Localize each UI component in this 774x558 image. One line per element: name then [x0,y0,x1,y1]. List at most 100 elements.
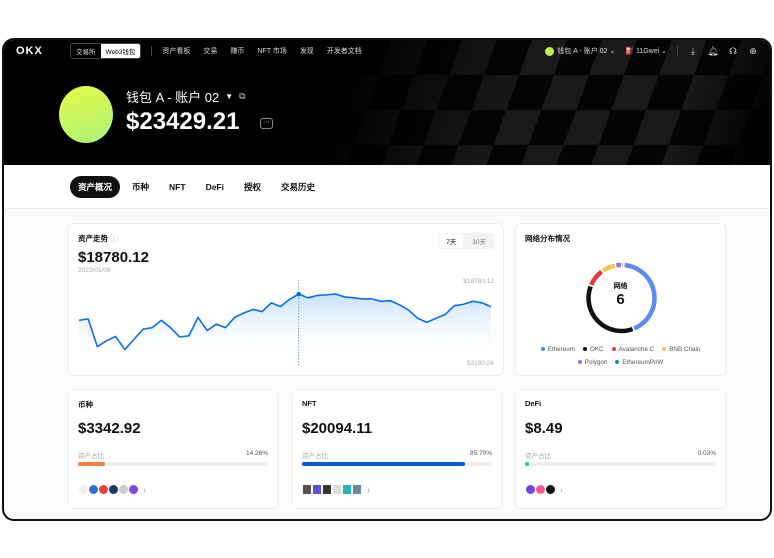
tab-nft[interactable]: NFT [169,181,186,192]
app-window: OKX 交易所 Web3钱包 资产看板 交易 赚币 NFT 市场 发现 开发者文… [2,38,772,521]
legend-label: Polygon [584,359,608,366]
range-30d[interactable]: 30天 [472,239,486,246]
asset-icons[interactable]: › [525,484,563,495]
top-nav: OKX 交易所 Web3钱包 资产看板 交易 赚币 NFT 市场 发现 开发者文… [4,40,770,62]
donut-slice-ethereum[interactable] [624,262,657,331]
wallet-avatar [59,86,113,143]
card-value: $20094.11 [302,420,373,437]
asset-icon [312,484,322,495]
ratio-bar [302,462,492,466]
chevron-right-icon[interactable]: › [367,484,370,495]
nav-nft-market[interactable]: NFT 市场 [257,48,287,55]
divider [677,46,678,56]
tokens-summary-card[interactable]: 币种 $3342.92 资产占比 14.26% › [68,389,278,509]
legend-label: EthereumPoW [622,359,664,366]
legend-dot [582,347,587,352]
asset-trend-card: 资产走势 ⓘ 7天 30天 $18780.12 2023/01/08 $1878… [68,223,504,376]
legend-item: OKC [582,346,604,353]
tab-approvals[interactable]: 授权 [243,181,261,192]
ratio-bar-fill [78,462,106,466]
wallet-selector[interactable]: 钱包 A - 账户 02 ▼ ⧉ [126,87,246,106]
ratio-bar-fill [302,462,465,466]
mode-web3-wallet[interactable]: Web3钱包 [100,44,141,58]
mode-switch: 交易所 Web3钱包 [70,43,142,59]
asset-icon [342,484,352,495]
series-line [78,293,492,351]
asset-icon [545,484,556,495]
chevron-right-icon[interactable]: › [143,484,146,495]
account-switcher[interactable]: 钱包 A - 账户 02 ⌄ [545,46,615,56]
legend-item: Polygon [577,359,608,366]
more-icon[interactable]: ··· [260,118,273,129]
donut-count: 6 [616,291,625,308]
headset-icon[interactable]: ☊ [729,45,737,56]
tab-defi[interactable]: DeFi [205,181,224,192]
asset-icon [128,484,139,495]
ratio-bar [78,462,268,466]
card-title: 币种 [78,400,93,409]
donut-label: 网络 [613,283,628,290]
legend-label: OKC [589,346,604,353]
legend-label: Ethereum [547,346,575,353]
defi-summary-card[interactable]: DeFi $8.49 资产占比 0.03% › [515,389,726,509]
card-value: $3342.92 [78,420,141,437]
bell-icon[interactable]: 🔔︎ [707,45,719,56]
network-card: 网络分布情况 网络 6 Ethereum OKC Avalanche C BNB Ch… [515,223,726,376]
mode-exchange[interactable]: 交易所 [76,49,96,56]
legend-dot [662,347,667,352]
wallet-balance: $23429.21 [126,108,240,135]
ratio-value: 85.70% [469,450,492,457]
legend-dot [577,360,582,365]
legend-item: BNB Chain [662,346,700,353]
range-toggle: 7天 30天 [438,233,494,249]
donut-slice-bnb-chain[interactable] [601,263,616,273]
asset-icon [302,484,312,495]
ratio-bar [525,462,716,466]
ratio-bar-fill [525,462,529,466]
range-7d[interactable]: 7天 [439,234,464,248]
legend-item: EthereumPoW [615,359,663,366]
okx-logo[interactable]: OKX [16,45,43,57]
donut-slice-avalanche-c[interactable] [589,269,604,286]
legend-label: Avalanche C [618,346,655,353]
donut-slice-okc[interactable] [586,285,634,334]
area-fill [79,294,491,360]
network-title: 网络分布情况 [525,234,570,243]
trend-chart[interactable] [69,224,505,377]
info-icon[interactable]: ⓘ [110,234,118,243]
chevron-right-icon[interactable]: › [560,484,563,495]
tab-overview[interactable]: 资产概况 [70,175,121,198]
nav-trade[interactable]: 交易 [203,48,218,55]
copy-icon[interactable]: ⧉ [239,91,246,101]
network-donut [586,262,657,334]
gas-selector[interactable]: ⛽ 11Gwei ⌄ [625,47,667,55]
download-icon[interactable]: ⤓ [691,45,695,56]
card-value: $8.49 [525,420,563,437]
min-label: $2190.26 [466,360,494,367]
trend-title: 资产走势 ⓘ [78,234,118,243]
nft-summary-card[interactable]: NFT $20094.11 资产占比 85.70% › [292,389,502,509]
tab-tokens[interactable]: 币种 [132,181,150,192]
globe-icon[interactable]: ⊕ [749,45,757,56]
asset-icon [332,484,342,495]
nav-earn[interactable]: 赚币 [230,48,245,55]
gas-pump-icon: ⛽ [625,48,634,55]
chevron-down-icon: ⌄ [661,48,667,55]
asset-icons[interactable]: › [78,484,146,495]
account-avatar [545,46,555,56]
network-legend: Polygon EthereumPoW [516,359,725,366]
legend-item: Avalanche C [611,346,655,353]
nav-discover[interactable]: 发现 [299,48,314,55]
asset-icons[interactable]: › [302,484,370,495]
nav-dashboard[interactable]: 资产看板 [162,48,191,55]
caret-down-icon: ▼ [225,92,234,101]
ratio-label: 资产占比 [302,453,328,460]
network-legend: Ethereum OKC Avalanche C BNB Chain [516,346,725,353]
card-title: NFT [302,399,317,408]
tab-history[interactable]: 交易历史 [281,181,316,192]
data-point [296,291,302,297]
ratio-value: 14.26% [245,450,268,457]
chevron-down-icon: ⌄ [609,48,616,55]
card-title: DeFi [525,399,542,408]
nav-dev-docs[interactable]: 开发者文档 [326,48,362,55]
